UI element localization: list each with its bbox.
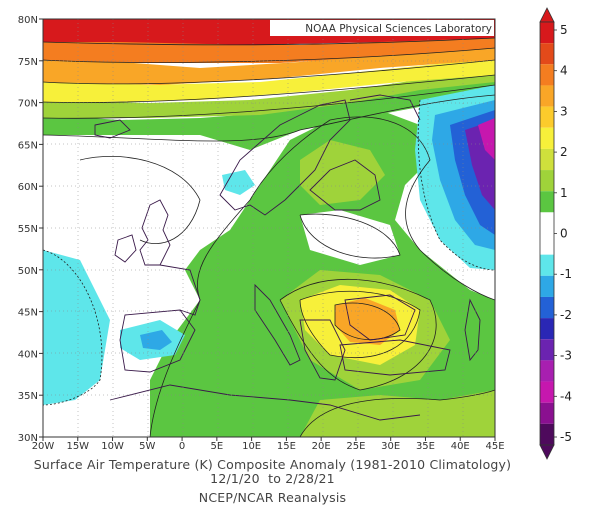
colorbar-label: 4 bbox=[560, 64, 568, 78]
colorbar-segment bbox=[540, 423, 554, 445]
lat-tick-label: 75N bbox=[18, 57, 38, 68]
colorbar-label: -2 bbox=[560, 308, 572, 322]
lat-tick-label: 40N bbox=[18, 349, 38, 360]
warm-anomaly-band bbox=[43, 80, 495, 150]
anomaly-map bbox=[43, 19, 495, 437]
colorbar-label: 2 bbox=[560, 145, 568, 159]
lat-tick-label: 80N bbox=[18, 15, 38, 26]
lat-tick-label: 65N bbox=[18, 140, 38, 151]
colorbar-segment bbox=[540, 254, 554, 276]
credit-label: NOAA Physical Sciences Laboratory bbox=[305, 23, 492, 35]
lon-tick-label: 15E bbox=[277, 441, 296, 452]
neutral-anomaly-region bbox=[300, 210, 400, 265]
lon-tick-label: 40E bbox=[451, 441, 470, 452]
lat-tick-label: 60N bbox=[18, 182, 38, 193]
colorbar-segment bbox=[540, 127, 554, 149]
colorbar-segment bbox=[540, 318, 554, 340]
longitude-axis: 20W 15W 10W 5W 0 5E 10E 15E 20E 25E 30E 35E 40E 45E bbox=[32, 437, 505, 452]
colorbar-top-arrow bbox=[539, 7, 555, 23]
lon-tick-label: 35E bbox=[416, 441, 435, 452]
colorbar-segment bbox=[540, 233, 554, 255]
lon-tick-label: 5E bbox=[211, 441, 224, 452]
colorbar-segment bbox=[540, 212, 554, 234]
colorbar-label: -1 bbox=[560, 267, 572, 281]
lat-tick-label: 45N bbox=[18, 308, 38, 319]
arctic-warm-band bbox=[43, 58, 495, 102]
colorbar-label: 0 bbox=[560, 227, 568, 241]
colorbar-segment bbox=[540, 296, 554, 319]
colorbar-segment bbox=[540, 106, 554, 128]
lat-tick-label: 35N bbox=[18, 391, 38, 402]
lon-tick-label: 0 bbox=[179, 441, 185, 452]
lon-tick-label: 5W bbox=[139, 441, 155, 452]
colorbar-segment bbox=[540, 275, 554, 297]
lon-tick-label: 10E bbox=[242, 441, 261, 452]
colorbar: 5 4 3 2 1 0 -1 -2 -3 -4 -5 bbox=[539, 7, 572, 460]
warm-anomaly-band bbox=[43, 70, 495, 118]
colorbar-segment bbox=[540, 43, 554, 65]
lat-tick-label: 70N bbox=[18, 99, 38, 110]
contour-lines bbox=[43, 37, 495, 437]
latitude-axis: 80N 75N 70N 65N 60N 55N 50N 45N 40N 35N 30N bbox=[18, 15, 43, 444]
colorbar-label: -4 bbox=[560, 389, 572, 403]
lat-tick-label: 30N bbox=[18, 433, 38, 444]
colorbar-label: -5 bbox=[560, 430, 572, 444]
caption-dates: 12/1/20 to 2/28/21 bbox=[210, 471, 335, 486]
colorbar-segment bbox=[540, 85, 554, 107]
colorbar-segment bbox=[540, 402, 554, 424]
lon-tick-label: 45E bbox=[485, 441, 504, 452]
lat-tick-label: 50N bbox=[18, 266, 38, 277]
lon-tick-label: 10W bbox=[101, 441, 124, 452]
colorbar-segment bbox=[540, 170, 554, 192]
lon-tick-label: 25E bbox=[346, 441, 365, 452]
cold-anomaly-core bbox=[478, 118, 495, 160]
caption-title: Surface Air Temperature (K) Composite An… bbox=[33, 457, 512, 472]
colorbar-segment bbox=[540, 360, 554, 382]
caption-source: NCEP/NCAR Reanalysis bbox=[198, 490, 347, 505]
colorbar-label: 1 bbox=[560, 186, 568, 200]
colorbar-segment bbox=[540, 22, 554, 44]
colorbar-label: 3 bbox=[560, 104, 568, 118]
colorbar-label: 5 bbox=[560, 23, 568, 37]
colorbar-segment bbox=[540, 148, 554, 171]
warm-anomaly-core bbox=[335, 298, 400, 345]
colorbar-segment bbox=[540, 191, 554, 213]
credit-box bbox=[270, 20, 494, 36]
lon-tick-label: 30E bbox=[381, 441, 400, 452]
colorbar-segment bbox=[540, 381, 554, 403]
colorbar-segment bbox=[540, 64, 554, 86]
warm-anomaly-region bbox=[300, 390, 495, 437]
colorbar-label: -3 bbox=[560, 349, 572, 363]
graticule bbox=[43, 19, 495, 437]
coastlines bbox=[94, 94, 481, 421]
warm-anomaly-region bbox=[300, 140, 385, 205]
lat-tick-label: 55N bbox=[18, 224, 38, 235]
lon-tick-label: 20E bbox=[312, 441, 331, 452]
lon-tick-label: 20W bbox=[32, 441, 55, 452]
lon-tick-label: 15W bbox=[66, 441, 89, 452]
cold-anomaly-region bbox=[43, 250, 110, 405]
colorbar-segment bbox=[540, 339, 554, 361]
